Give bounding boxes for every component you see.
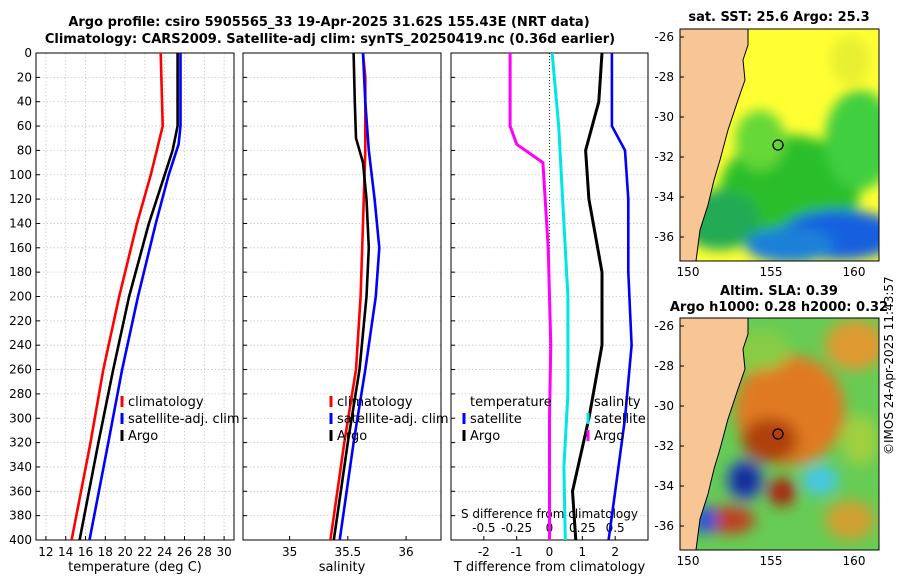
- map-lon-label: 155: [760, 265, 783, 279]
- x-tick-label: 1: [579, 545, 587, 559]
- x-tick-label: 35: [282, 545, 297, 559]
- x-tick-label: 2: [611, 545, 619, 559]
- temperature-argo-line: [78, 53, 179, 541]
- x-tick-label: 0: [546, 545, 554, 559]
- diff-salinity-satellite-line: [550, 52, 570, 541]
- temperature-climatology-line: [70, 52, 164, 541]
- x-axis-label: T difference from climatology: [453, 560, 646, 575]
- figure-title-line1: Argo profile: csiro 5905565_33 19-Apr-20…: [68, 15, 590, 30]
- x-axis-label: salinity: [319, 560, 366, 575]
- diff-legend-sal-argo-label: Argo: [594, 429, 624, 444]
- map-lon-label: 150: [677, 554, 700, 568]
- y-tick-label: 320: [9, 436, 32, 450]
- s-difference-tick-label: -0.5: [472, 521, 495, 535]
- x-tick-label: 20: [117, 545, 132, 559]
- y-tick-label: 140: [9, 216, 32, 230]
- diff-temperature-argo-line: [571, 52, 604, 541]
- sla-argo-position-marker: [772, 428, 784, 440]
- map-lat-label: -34: [654, 479, 674, 493]
- x-tick-label: 12: [38, 545, 53, 559]
- salinity-legend-2-label: Argo: [337, 429, 367, 444]
- x-tick-label: 24: [157, 545, 172, 559]
- salinity-legend-1-label: satellite-adj. clim: [337, 412, 449, 427]
- y-tick-label: 280: [9, 387, 32, 401]
- diff-legend-temp-satellite-label: satellite: [470, 412, 522, 427]
- x-tick-label: 22: [137, 545, 152, 559]
- y-tick-label: 100: [9, 168, 32, 182]
- diff-legend-salinity-title: salinity: [594, 395, 641, 410]
- diff-salinity-argo-line: [508, 53, 553, 540]
- sst-map: 150 155 160 -26 -28 -30 -32 -34 -36: [654, 28, 880, 279]
- y-tick-label: 360: [9, 484, 32, 498]
- map-lon-label: 155: [760, 554, 783, 568]
- map-lon-label: 160: [843, 265, 866, 279]
- x-tick-label: -2: [478, 545, 490, 559]
- s-difference-tick-label: -0.25: [501, 521, 532, 535]
- y-tick-label: 40: [17, 95, 32, 109]
- sst-argo-position-marker: [772, 139, 784, 151]
- y-tick-label: 260: [9, 363, 32, 377]
- y-tick-label: 180: [9, 265, 32, 279]
- diff-temperature-satellite-line: [607, 53, 633, 541]
- salinity-satellite-clim-line: [338, 52, 381, 541]
- y-tick-label: 200: [9, 290, 32, 304]
- x-tick-label: 18: [98, 545, 113, 559]
- diff-legend-temperature-title: temperature: [470, 395, 552, 410]
- y-tick-label: 160: [9, 241, 32, 255]
- temperature-legend-0-label: climatology: [128, 395, 204, 410]
- y-tick-label: 220: [9, 314, 32, 328]
- map-lat-label: -26: [654, 319, 674, 333]
- y-tick-label: 340: [9, 460, 32, 474]
- map-lat-label: -36: [654, 230, 674, 244]
- y-tick-label: 0: [24, 46, 32, 60]
- y-tick-label: 380: [9, 509, 32, 523]
- y-tick-label: 60: [17, 119, 32, 133]
- x-tick-label: 35.5: [334, 545, 361, 559]
- map-lat-label: -30: [654, 399, 674, 413]
- sla-map-title-line2: Argo h1000: 0.28 h2000: 0.32: [669, 300, 889, 315]
- y-tick-label: 80: [17, 143, 32, 157]
- x-tick-label: 14: [58, 545, 73, 559]
- x-tick-label: 26: [177, 545, 192, 559]
- salinity-legend-0-label: climatology: [337, 395, 413, 410]
- salinity-argo-line: [332, 52, 371, 541]
- map-lon-label: 160: [843, 554, 866, 568]
- temperature-legend-2-label: Argo: [128, 429, 158, 444]
- y-tick-label: 120: [9, 192, 32, 206]
- diff-legend-sal-satellite-label: satellite: [594, 412, 646, 427]
- map-lat-label: -32: [654, 439, 674, 453]
- x-tick-label: 28: [197, 545, 212, 559]
- sst-map-title: sat. SST: 25.6 Argo: 25.3: [688, 10, 870, 25]
- y-tick-label: 400: [9, 533, 32, 547]
- map-lat-label: -28: [654, 359, 674, 373]
- map-lat-label: -36: [654, 519, 674, 533]
- x-tick-label: 30: [216, 545, 231, 559]
- s-difference-tick-label: 0.25: [569, 521, 596, 535]
- map-lat-label: -32: [654, 150, 674, 164]
- y-tick-label: 300: [9, 411, 32, 425]
- figure-title-line2: Climatology: CARS2009. Satellite-adj cli…: [44, 32, 616, 47]
- sla-map-title-line1: Altim. SLA: 0.39: [720, 284, 838, 299]
- sla-map: 150 155 160 -26 -28 -30 -32 -34 -36: [654, 317, 880, 568]
- y-tick-label: 20: [17, 70, 32, 84]
- x-tick-label: 16: [78, 545, 93, 559]
- map-lat-label: -28: [654, 70, 674, 84]
- map-lat-label: -30: [654, 110, 674, 124]
- y-tick-label: 240: [9, 338, 32, 352]
- map-lat-label: -34: [654, 190, 674, 204]
- map-lat-label: -26: [654, 30, 674, 44]
- salinity-climatology-line: [329, 52, 367, 541]
- temperature-profile-panel: 12 14 16 18 20 22 24 26 28 30 temperature (deg C) 0…: [9, 46, 240, 575]
- temperature-legend-1-label: satellite-adj. clim: [128, 412, 240, 427]
- x-tick-label: 36: [398, 545, 413, 559]
- salinity-profile-panel: 35 35.5 36 salinity climatology satellite-adj…: [242, 52, 449, 575]
- x-axis-label: temperature (deg C): [68, 560, 202, 575]
- diff-legend-temp-argo-label: Argo: [470, 429, 500, 444]
- x-tick-label: -1: [511, 545, 523, 559]
- map-lon-label: 150: [677, 265, 700, 279]
- temperature-satellite-clim-line: [88, 53, 182, 541]
